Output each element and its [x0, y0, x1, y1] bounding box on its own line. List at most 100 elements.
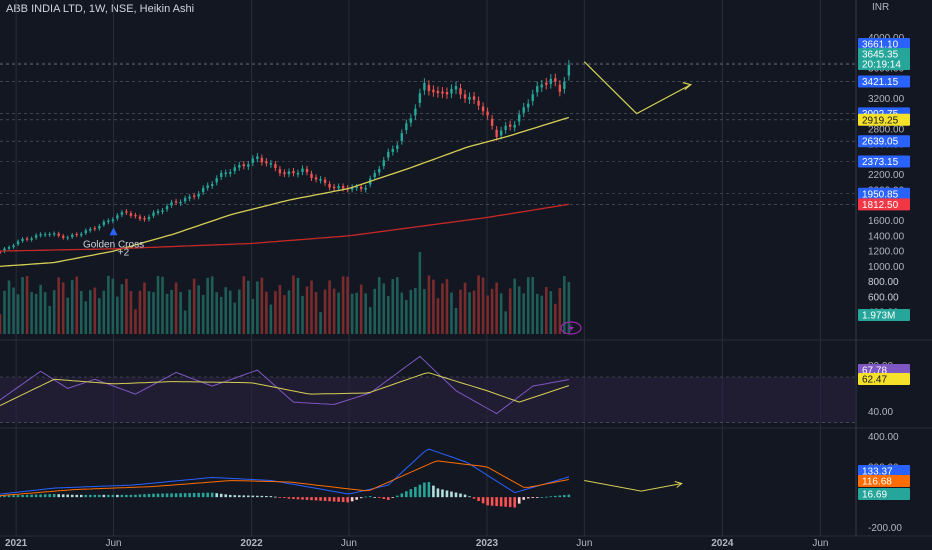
volume-bar: [391, 279, 395, 334]
macd-histogram-bar: [454, 492, 458, 498]
volume-bar: [522, 293, 526, 334]
candle-body: [427, 84, 431, 91]
volume-bar: [481, 277, 485, 334]
macd-histogram-bar: [364, 496, 367, 498]
macd-histogram-bar: [75, 494, 79, 498]
macd-histogram-bar: [554, 495, 557, 498]
volume-bar: [278, 285, 282, 334]
macd-histogram-bar: [269, 496, 273, 498]
price-tick-label: 1400.00: [868, 231, 905, 242]
volume-last-label-bg: [858, 309, 910, 321]
candle-body: [463, 94, 467, 99]
candle-body: [314, 177, 318, 180]
volume-bar: [454, 307, 458, 334]
volume-bar: [490, 288, 494, 334]
macd-histogram-bar: [373, 497, 377, 498]
candle-body: [215, 178, 218, 183]
macd-histogram-bar: [61, 494, 65, 498]
volume-bar: [43, 292, 47, 334]
candle-body: [229, 172, 232, 174]
volume-bar: [450, 292, 453, 334]
candle-body: [445, 92, 449, 95]
macd-tick-label: 400.00: [868, 432, 899, 443]
volume-bar: [237, 289, 241, 334]
macd-histogram-bar: [156, 493, 160, 498]
histogram-last-label-bg: [858, 488, 910, 500]
volume-bar: [332, 288, 336, 334]
candle-body: [260, 157, 264, 163]
macd-histogram-bar: [247, 495, 250, 498]
macd-histogram-bar: [319, 497, 322, 501]
macd-histogram-bar: [7, 495, 11, 498]
rsi-ma-line: [0, 372, 570, 407]
candle-body: [301, 168, 304, 173]
candle-body: [337, 186, 340, 189]
volume-bar: [549, 291, 553, 334]
macd-histogram-bar: [563, 495, 566, 498]
macd-histogram-bar: [517, 497, 521, 504]
macd-histogram-bar: [391, 497, 395, 498]
candle-body: [251, 158, 255, 163]
volume-bar: [423, 289, 426, 334]
volume-bar: [197, 285, 200, 334]
candle-body: [481, 106, 485, 112]
candle-body: [477, 100, 480, 106]
macd-histogram-bar: [382, 497, 386, 499]
macd-last-label: 133.37: [862, 467, 893, 478]
candle-body: [341, 186, 345, 189]
macd-histogram-bar: [125, 494, 128, 498]
candle-body: [287, 171, 291, 175]
macd-histogram-bar: [66, 494, 70, 498]
macd-histogram-bar: [183, 493, 187, 498]
volume-bar: [486, 295, 489, 334]
macd-histogram-bar: [328, 497, 331, 502]
candle-body: [396, 145, 399, 149]
macd-histogram-bar: [305, 497, 309, 500]
volume-bar: [341, 276, 345, 334]
macd-histogram-bar: [296, 497, 300, 500]
candle-body: [391, 148, 394, 152]
candle-body: [238, 164, 241, 168]
price-tick-label: 2200.00: [868, 170, 905, 181]
candle-body: [517, 114, 521, 122]
macd-histogram-bar: [468, 496, 471, 498]
volume-bar: [517, 286, 521, 334]
candle-body: [134, 214, 137, 217]
macd-histogram-bar: [310, 497, 313, 501]
macd-histogram-bar: [567, 494, 571, 498]
macd-histogram-bar: [251, 495, 255, 498]
price-tick-label: 800.00: [868, 277, 899, 288]
volume-bar: [364, 293, 367, 334]
macd-histogram-bar: [138, 494, 142, 498]
price-level-label: 3661.10: [862, 40, 899, 51]
volume-bar: [386, 296, 390, 334]
volume-tick-label: 600.00: [868, 292, 899, 303]
chart-title: ABB INDIA LTD, 1W, NSE, Heikin Ashi: [6, 3, 195, 15]
macd-histogram-bar: [111, 494, 115, 498]
macd-histogram-bar: [486, 497, 489, 506]
macd-histogram-bar: [472, 497, 476, 499]
candle-body: [197, 193, 200, 197]
candle-body: [161, 210, 164, 212]
volume-bar: [350, 293, 354, 334]
candle-body: [319, 179, 322, 181]
golden-cross-arrow-icon: [109, 227, 118, 236]
macd-histogram-bar: [260, 495, 264, 498]
macd-histogram-bar: [215, 493, 219, 498]
macd-histogram-bar: [147, 493, 151, 498]
candle-body: [152, 212, 155, 216]
volume-bar: [445, 279, 449, 334]
volume-bar: [70, 279, 74, 334]
candle-body: [400, 133, 404, 141]
volume-bar: [61, 282, 65, 334]
macd-histogram-bar: [414, 486, 417, 498]
price-level-label-bg: [858, 187, 910, 200]
price-projection-line: [583, 61, 692, 115]
macd-histogram-bar: [513, 497, 516, 508]
macd-histogram-bar: [495, 497, 498, 507]
price-tick-label: 600.00: [868, 292, 899, 303]
volume-bar: [265, 291, 268, 334]
volume-bar: [215, 292, 219, 334]
candle-body: [84, 230, 87, 234]
